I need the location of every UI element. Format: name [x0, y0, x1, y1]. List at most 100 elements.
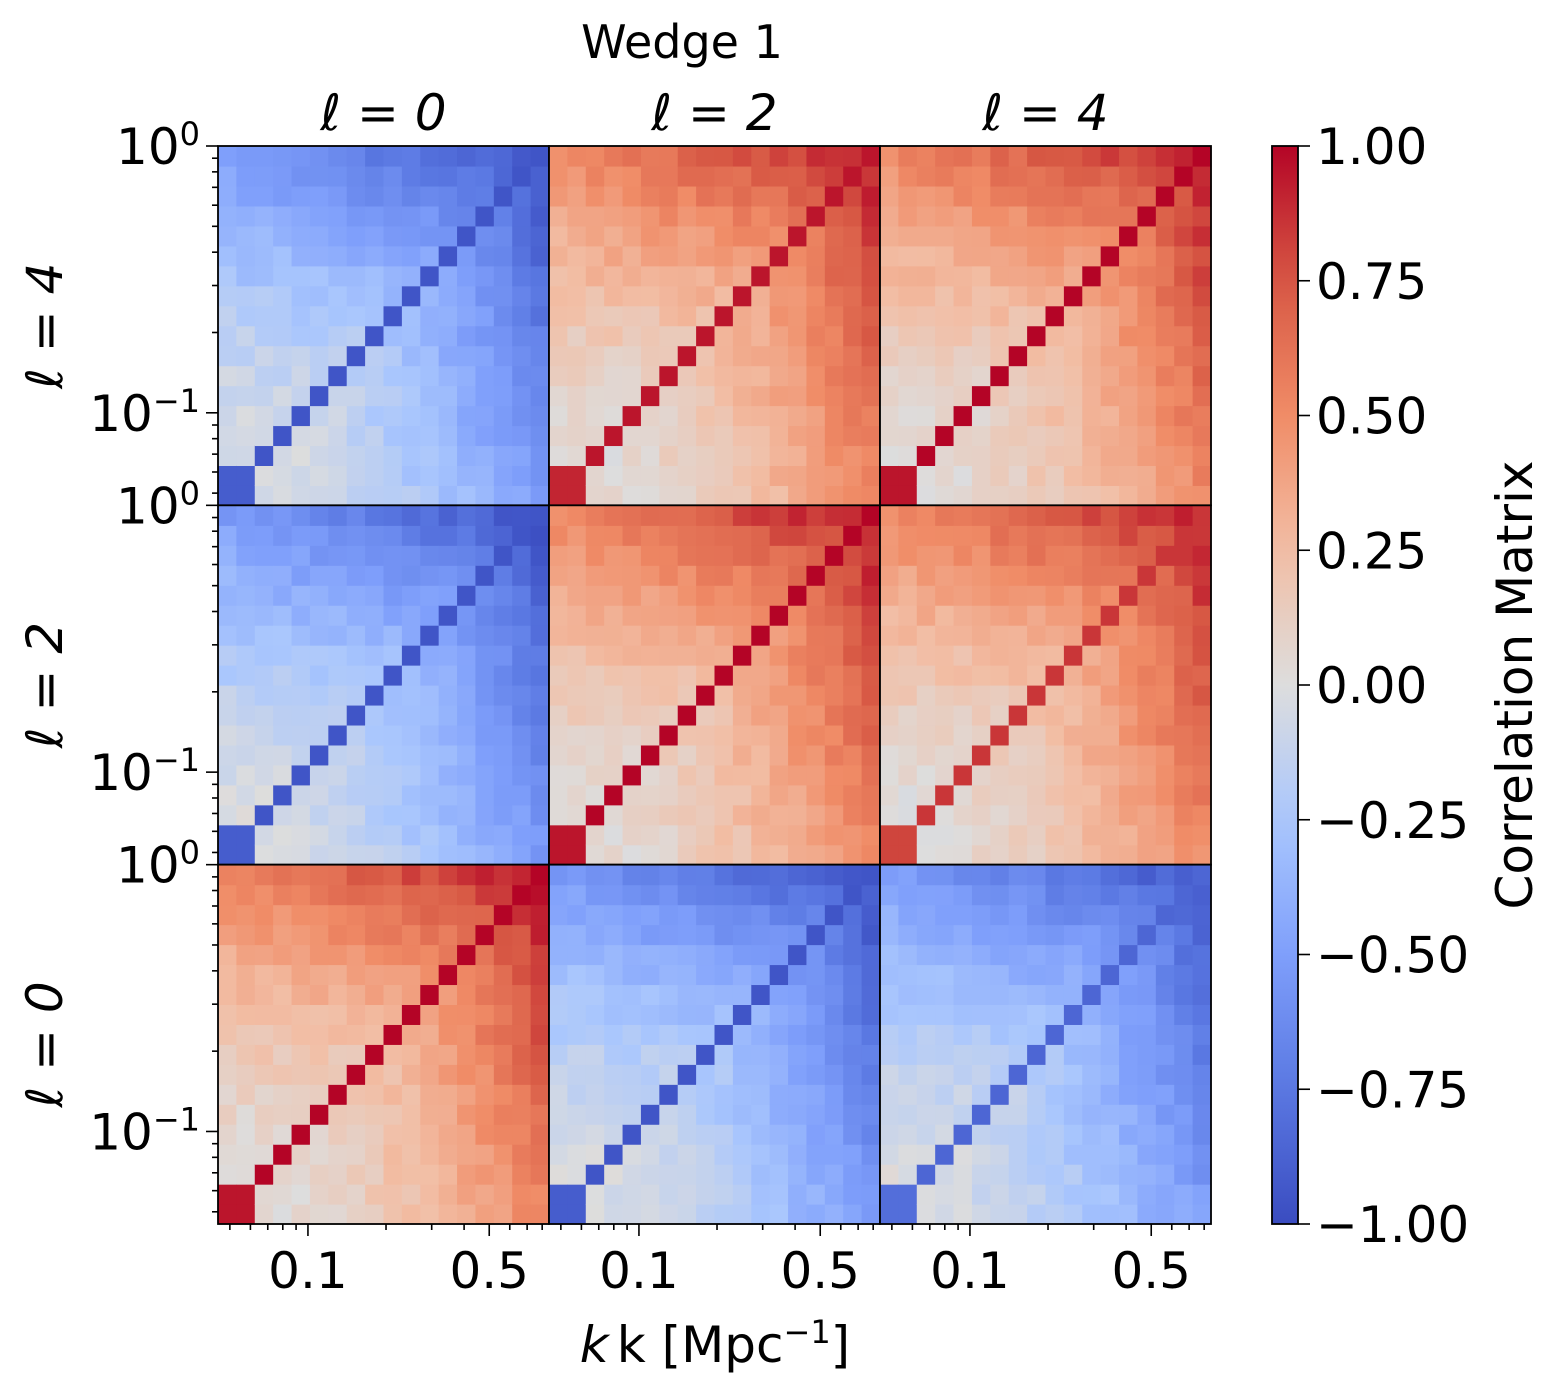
heatmap-cell — [1063, 1164, 1083, 1185]
heatmap-cell — [824, 944, 844, 966]
heatmap-cell — [714, 325, 734, 347]
heatmap-cell — [218, 1164, 237, 1185]
heatmap-cell — [401, 305, 421, 327]
heatmap-cell — [861, 1144, 881, 1165]
heatmap-cell — [328, 1124, 348, 1145]
heatmap-cell — [438, 205, 458, 227]
heatmap-cell — [898, 645, 918, 666]
heatmap-cell — [696, 305, 716, 327]
heatmap-cell — [1137, 844, 1157, 866]
heatmap-cell — [530, 784, 550, 806]
heatmap-cell — [401, 585, 421, 606]
heatmap-cell — [714, 984, 734, 1005]
heatmap-cell — [861, 804, 881, 826]
heatmap-cell — [273, 1184, 293, 1205]
heatmap-cell — [1119, 744, 1139, 766]
heatmap-cell — [530, 744, 550, 766]
heatmap-cell — [1100, 1064, 1120, 1085]
heatmap-cell — [935, 1064, 955, 1085]
heatmap-cell — [401, 924, 421, 946]
heatmap-cell — [751, 964, 771, 986]
heatmap-cell — [751, 205, 771, 227]
heatmap-cell — [714, 1084, 734, 1105]
heatmap-cell — [383, 1144, 403, 1165]
heatmap-cell — [273, 1104, 293, 1125]
heatmap-cell — [530, 964, 550, 986]
heatmap-cell — [309, 744, 329, 766]
heatmap-cell — [365, 585, 385, 606]
heatmap-cell — [916, 485, 936, 506]
heatmap-cell — [530, 425, 550, 447]
heatmap-cell — [935, 764, 955, 786]
heatmap-cell — [1192, 824, 1212, 846]
heatmap-cell — [328, 285, 348, 307]
heatmap-cell — [971, 1084, 991, 1105]
heatmap-cell — [769, 1204, 789, 1225]
heatmap-cell — [493, 245, 513, 267]
heatmap-cell — [1063, 545, 1083, 566]
heatmap-cell — [880, 784, 899, 806]
heatmap-cell — [420, 645, 440, 666]
heatmap-cell — [953, 804, 973, 826]
heatmap-cell — [880, 265, 899, 287]
heatmap-cell — [236, 1064, 256, 1085]
heatmap-cell — [990, 265, 1010, 287]
heatmap-cell — [714, 605, 734, 626]
heatmap-cell — [1008, 1064, 1028, 1085]
heatmap-cell — [218, 724, 237, 746]
heatmap-cell — [659, 265, 679, 287]
heatmap-cell — [254, 944, 274, 966]
heatmap-cell — [236, 744, 256, 766]
heatmap-cell — [659, 205, 679, 227]
heatmap-cell — [861, 345, 881, 367]
heatmap-cell — [365, 1064, 385, 1085]
heatmap-cell — [714, 944, 734, 966]
heatmap-cell — [585, 146, 605, 167]
heatmap-cell — [880, 884, 899, 906]
heatmap-cell — [622, 764, 642, 786]
heatmap-cell — [1082, 1124, 1102, 1145]
heatmap-cell — [640, 665, 660, 686]
heatmap-cell — [916, 545, 936, 566]
heatmap-cell — [1137, 904, 1157, 926]
heatmap-cell — [1063, 1044, 1083, 1065]
heatmap-cell — [622, 1084, 642, 1105]
heatmap-cell — [971, 724, 991, 746]
heatmap-cell — [567, 285, 587, 307]
heatmap-cell — [916, 1024, 936, 1045]
heatmap-cell — [1100, 565, 1120, 586]
heatmap-cell — [1155, 1084, 1175, 1105]
heatmap-cell — [916, 864, 936, 886]
heatmap-cell — [953, 1124, 973, 1145]
heatmap-cell — [824, 225, 844, 247]
heatmap-cell — [788, 1144, 808, 1165]
heatmap-cell — [916, 1064, 936, 1085]
heatmap-cell — [346, 704, 366, 726]
heatmap-cell — [585, 265, 605, 287]
heatmap-cell — [1027, 1204, 1047, 1225]
heatmap-cell — [218, 425, 237, 447]
heatmap-cell — [420, 445, 440, 466]
heatmap-cell — [769, 265, 789, 287]
heatmap-cell — [880, 824, 899, 846]
heatmap-cell — [677, 285, 697, 307]
heatmap-cell — [935, 325, 955, 347]
heatmap-cell — [769, 405, 789, 427]
heatmap-cell — [953, 265, 973, 287]
heatmap-cell — [585, 205, 605, 227]
heatmap-cell — [457, 1064, 477, 1085]
heatmap-cell — [493, 1064, 513, 1085]
heatmap-cell — [457, 1024, 477, 1045]
heatmap-cell — [309, 185, 329, 207]
heatmap-cell — [677, 1124, 697, 1145]
heatmap-cell — [843, 325, 863, 347]
heatmap-cell — [1008, 1044, 1028, 1065]
heatmap-cell — [916, 505, 936, 526]
heatmap-cell — [1082, 804, 1102, 826]
heatmap-cell — [254, 685, 274, 706]
heatmap-cell — [309, 704, 329, 726]
heatmap-cell — [475, 1064, 495, 1085]
heatmap-cell — [806, 285, 826, 307]
heatmap-cell — [236, 764, 256, 786]
heatmap-cell — [365, 844, 385, 866]
